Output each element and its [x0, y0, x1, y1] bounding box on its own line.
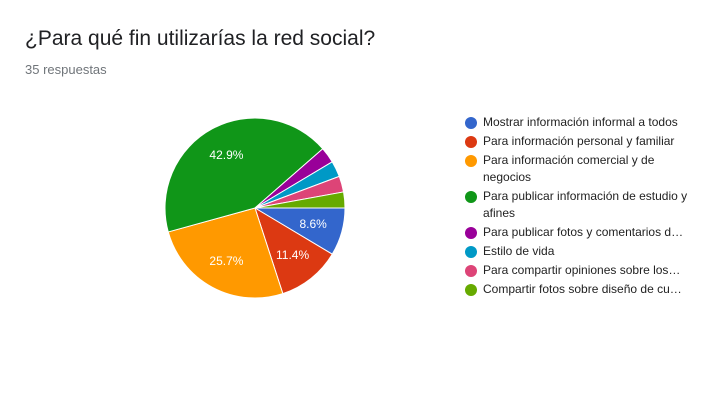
chart-legend: Mostrar información informal a todos Para…: [465, 114, 697, 300]
pie-slice-2[interactable]: [167, 207, 284, 299]
legend-item-4[interactable]: Para publicar fotos y comentarios d…: [465, 224, 697, 241]
pie-slice-1[interactable]: [254, 206, 333, 295]
legend-label-6: Para compartir opiniones sobre los…: [483, 263, 681, 277]
pie-slice-3[interactable]: [164, 117, 324, 233]
legend-swatch-2: [465, 154, 477, 167]
legend-label-3: Para publicar información de estudio y a…: [483, 189, 688, 220]
legend-label-5: Estilo de vida: [483, 244, 555, 258]
legend-swatch-1: [465, 135, 477, 148]
legend-label-2: Para información comercial y de negocios: [483, 153, 655, 184]
legend-swatch-6: [465, 264, 477, 277]
slice-percent-label-3: 42.9%: [209, 148, 243, 162]
slice-percent-label-1: 11.4%: [276, 248, 309, 262]
legend-item-0[interactable]: Mostrar información informal a todos: [465, 114, 697, 131]
legend-label-7: Compartir fotos sobre diseño de cu…: [483, 282, 682, 296]
response-count: 35 respuestas: [25, 62, 107, 77]
slice-percent-label-2: 25.7%: [209, 254, 243, 268]
legend-swatch-0: [465, 116, 477, 129]
chart-title: ¿Para qué fin utilizarías la red social?: [25, 27, 376, 50]
pie-slice-7[interactable]: [254, 191, 346, 209]
legend-label-0: Mostrar información informal a todos: [483, 115, 678, 129]
legend-swatch-7: [465, 283, 477, 296]
legend-item-3[interactable]: Para publicar información de estudio y a…: [465, 188, 697, 222]
legend-item-6[interactable]: Para compartir opiniones sobre los…: [465, 262, 697, 279]
legend-swatch-5: [465, 245, 477, 258]
legend-item-5[interactable]: Estilo de vida: [465, 243, 697, 260]
slice-percent-label-0: 8.6%: [299, 217, 327, 231]
legend-swatch-4: [465, 226, 477, 239]
legend-label-1: Para información personal y familiar: [483, 134, 675, 148]
legend-swatch-3: [465, 190, 477, 203]
legend-item-7[interactable]: Compartir fotos sobre diseño de cu…: [465, 281, 697, 298]
legend-item-1[interactable]: Para información personal y familiar: [465, 133, 697, 150]
legend-item-2[interactable]: Para información comercial y de negocios: [465, 152, 697, 186]
legend-label-4: Para publicar fotos y comentarios d…: [483, 225, 684, 239]
